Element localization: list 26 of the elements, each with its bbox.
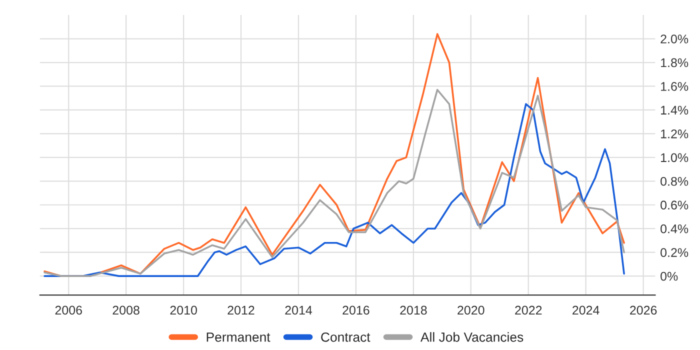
y-tick-label: 2.0% [660, 34, 688, 44]
legend-label: All Job Vacancies [420, 332, 524, 342]
x-tick-label: 2010 [170, 306, 197, 315]
legend-label: Permanent [206, 332, 270, 342]
y-tick-label: 1.2% [661, 129, 688, 138]
x-tick-label: 2018 [400, 306, 427, 315]
x-tick-label: 2020 [458, 306, 484, 315]
y-tick-label: 0.8% [660, 176, 688, 186]
legend-label: Contract [321, 332, 370, 342]
y-tick-label: 0.4% [660, 224, 688, 234]
x-tick-label: 2008 [112, 306, 140, 315]
x-tick-label: 2024 [572, 306, 600, 315]
x-tick-label: 2014 [285, 306, 312, 315]
y-tick-label: 1.6% [661, 82, 688, 91]
x-tick-label: 2022 [515, 306, 542, 315]
x-tick-label: 2006 [55, 306, 82, 315]
y-tick-label: 1.8% [661, 58, 688, 68]
x-tick-label: 2012 [228, 306, 254, 315]
y-tick-label: 0.2% [660, 248, 688, 257]
x-tick-label: 2026 [630, 306, 657, 315]
line-series [44, 33, 625, 277]
y-tick-label: 0% [660, 272, 678, 281]
y-tick-label: 1.4% [661, 106, 688, 115]
x-tick-label: 2016 [342, 306, 370, 315]
y-tick-label: 1.0% [661, 153, 688, 162]
y-tick-label: 0.6% [660, 200, 688, 210]
